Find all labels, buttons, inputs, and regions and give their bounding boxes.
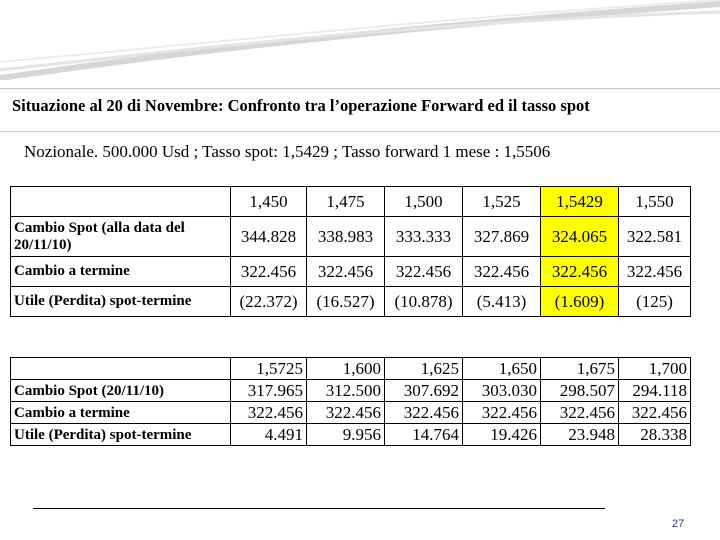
header-rate: 1,600 bbox=[306, 357, 385, 380]
table-cell: 312.500 bbox=[306, 379, 385, 402]
table-cell: 307.692 bbox=[384, 379, 463, 402]
row-label: Utile (Perdita) spot-termine bbox=[10, 286, 231, 317]
table-cell: (5.413) bbox=[462, 286, 541, 317]
header-rate: 1,675 bbox=[540, 357, 619, 380]
table-cell: 327.869 bbox=[462, 216, 541, 257]
table-cell: 344.828 bbox=[230, 216, 307, 257]
table-cell: 322.456 bbox=[306, 256, 385, 287]
header-rate: 1,525 bbox=[462, 186, 541, 217]
header-rate: 1,550 bbox=[618, 186, 691, 217]
table-cell: 322.456 bbox=[384, 401, 463, 424]
table-cell: 294.118 bbox=[618, 379, 691, 402]
row-label: Cambio Spot (alla data del 20/11/10) bbox=[10, 216, 231, 257]
table-cell-highlighted: 322.456 bbox=[540, 256, 619, 287]
table-cell: 322.456 bbox=[462, 256, 541, 287]
table-cell: 322.456 bbox=[306, 401, 385, 424]
page-number: 27 bbox=[672, 518, 685, 530]
row-label: Cambio a termine bbox=[10, 401, 231, 424]
table-cell: 14.764 bbox=[384, 423, 463, 446]
table-row: Cambio a termine 322.456 322.456 322.456… bbox=[10, 256, 691, 287]
header-rate: 1,500 bbox=[384, 186, 463, 217]
table-cell: (125) bbox=[618, 286, 691, 317]
table-header-row: 1,450 1,475 1,500 1,525 1,5429 1,550 bbox=[10, 186, 691, 217]
table-header-row: 1,5725 1,600 1,625 1,650 1,675 1,700 bbox=[10, 357, 691, 380]
row-label: Cambio Spot (20/11/10) bbox=[10, 379, 231, 402]
table-cell: 322.456 bbox=[384, 256, 463, 287]
table-cell: 298.507 bbox=[540, 379, 619, 402]
header-rate: 1,700 bbox=[618, 357, 691, 380]
table-cell: 317.965 bbox=[230, 379, 307, 402]
title-band bbox=[0, 88, 720, 132]
header-empty-cell bbox=[10, 357, 231, 380]
table-row: Cambio Spot (20/11/10) 317.965 312.500 3… bbox=[10, 379, 691, 402]
table-cell-highlighted: 324.065 bbox=[540, 216, 619, 257]
table-cell: 28.338 bbox=[618, 423, 691, 446]
table-cell: 322.456 bbox=[540, 401, 619, 424]
header-rate: 1,475 bbox=[306, 186, 385, 217]
table-cell: 19.426 bbox=[462, 423, 541, 446]
table-cell: 9.956 bbox=[306, 423, 385, 446]
table-cell: 322.456 bbox=[618, 401, 691, 424]
table-cell: (16.527) bbox=[306, 286, 385, 317]
table-row: Utile (Perdita) spot-termine (22.372) (1… bbox=[10, 286, 691, 317]
table-cell: 322.456 bbox=[230, 256, 307, 287]
header-rate: 1,625 bbox=[384, 357, 463, 380]
table-row: Cambio Spot (alla data del 20/11/10) 344… bbox=[10, 216, 691, 257]
forward-comparison-table-1: 1,450 1,475 1,500 1,525 1,5429 1,550 Cam… bbox=[10, 186, 691, 317]
table-cell: 333.333 bbox=[384, 216, 463, 257]
header-rate: 1,650 bbox=[462, 357, 541, 380]
table-cell: 322.581 bbox=[618, 216, 691, 257]
table-cell: 322.456 bbox=[462, 401, 541, 424]
table-row: Cambio a termine 322.456 322.456 322.456… bbox=[10, 401, 691, 424]
slide-title: Situazione al 20 di Novembre: Confronto … bbox=[12, 96, 590, 115]
forward-comparison-table-2: 1,5725 1,600 1,625 1,650 1,675 1,700 Cam… bbox=[10, 357, 691, 446]
table-cell: (10.878) bbox=[384, 286, 463, 317]
header-rate-highlighted: 1,5429 bbox=[540, 186, 619, 217]
header-rate: 1,5725 bbox=[230, 357, 307, 380]
table-cell: 4.491 bbox=[230, 423, 307, 446]
decorative-swoosh bbox=[0, 0, 720, 80]
table-cell: 23.948 bbox=[540, 423, 619, 446]
table-cell-highlighted: (1.609) bbox=[540, 286, 619, 317]
table-cell: 322.456 bbox=[618, 256, 691, 287]
header-rate: 1,450 bbox=[230, 186, 307, 217]
slide-subtitle: Nozionale. 500.000 Usd ; Tasso spot: 1,5… bbox=[24, 142, 551, 161]
header-empty-cell bbox=[10, 186, 231, 217]
table-cell: (22.372) bbox=[230, 286, 307, 317]
footer-divider bbox=[33, 508, 605, 509]
row-label: Utile (Perdita) spot-termine bbox=[10, 423, 231, 446]
table-cell: 322.456 bbox=[230, 401, 307, 424]
row-label: Cambio a termine bbox=[10, 256, 231, 287]
table-cell: 338.983 bbox=[306, 216, 385, 257]
table-row: Utile (Perdita) spot-termine 4.491 9.956… bbox=[10, 423, 691, 446]
table-cell: 303.030 bbox=[462, 379, 541, 402]
